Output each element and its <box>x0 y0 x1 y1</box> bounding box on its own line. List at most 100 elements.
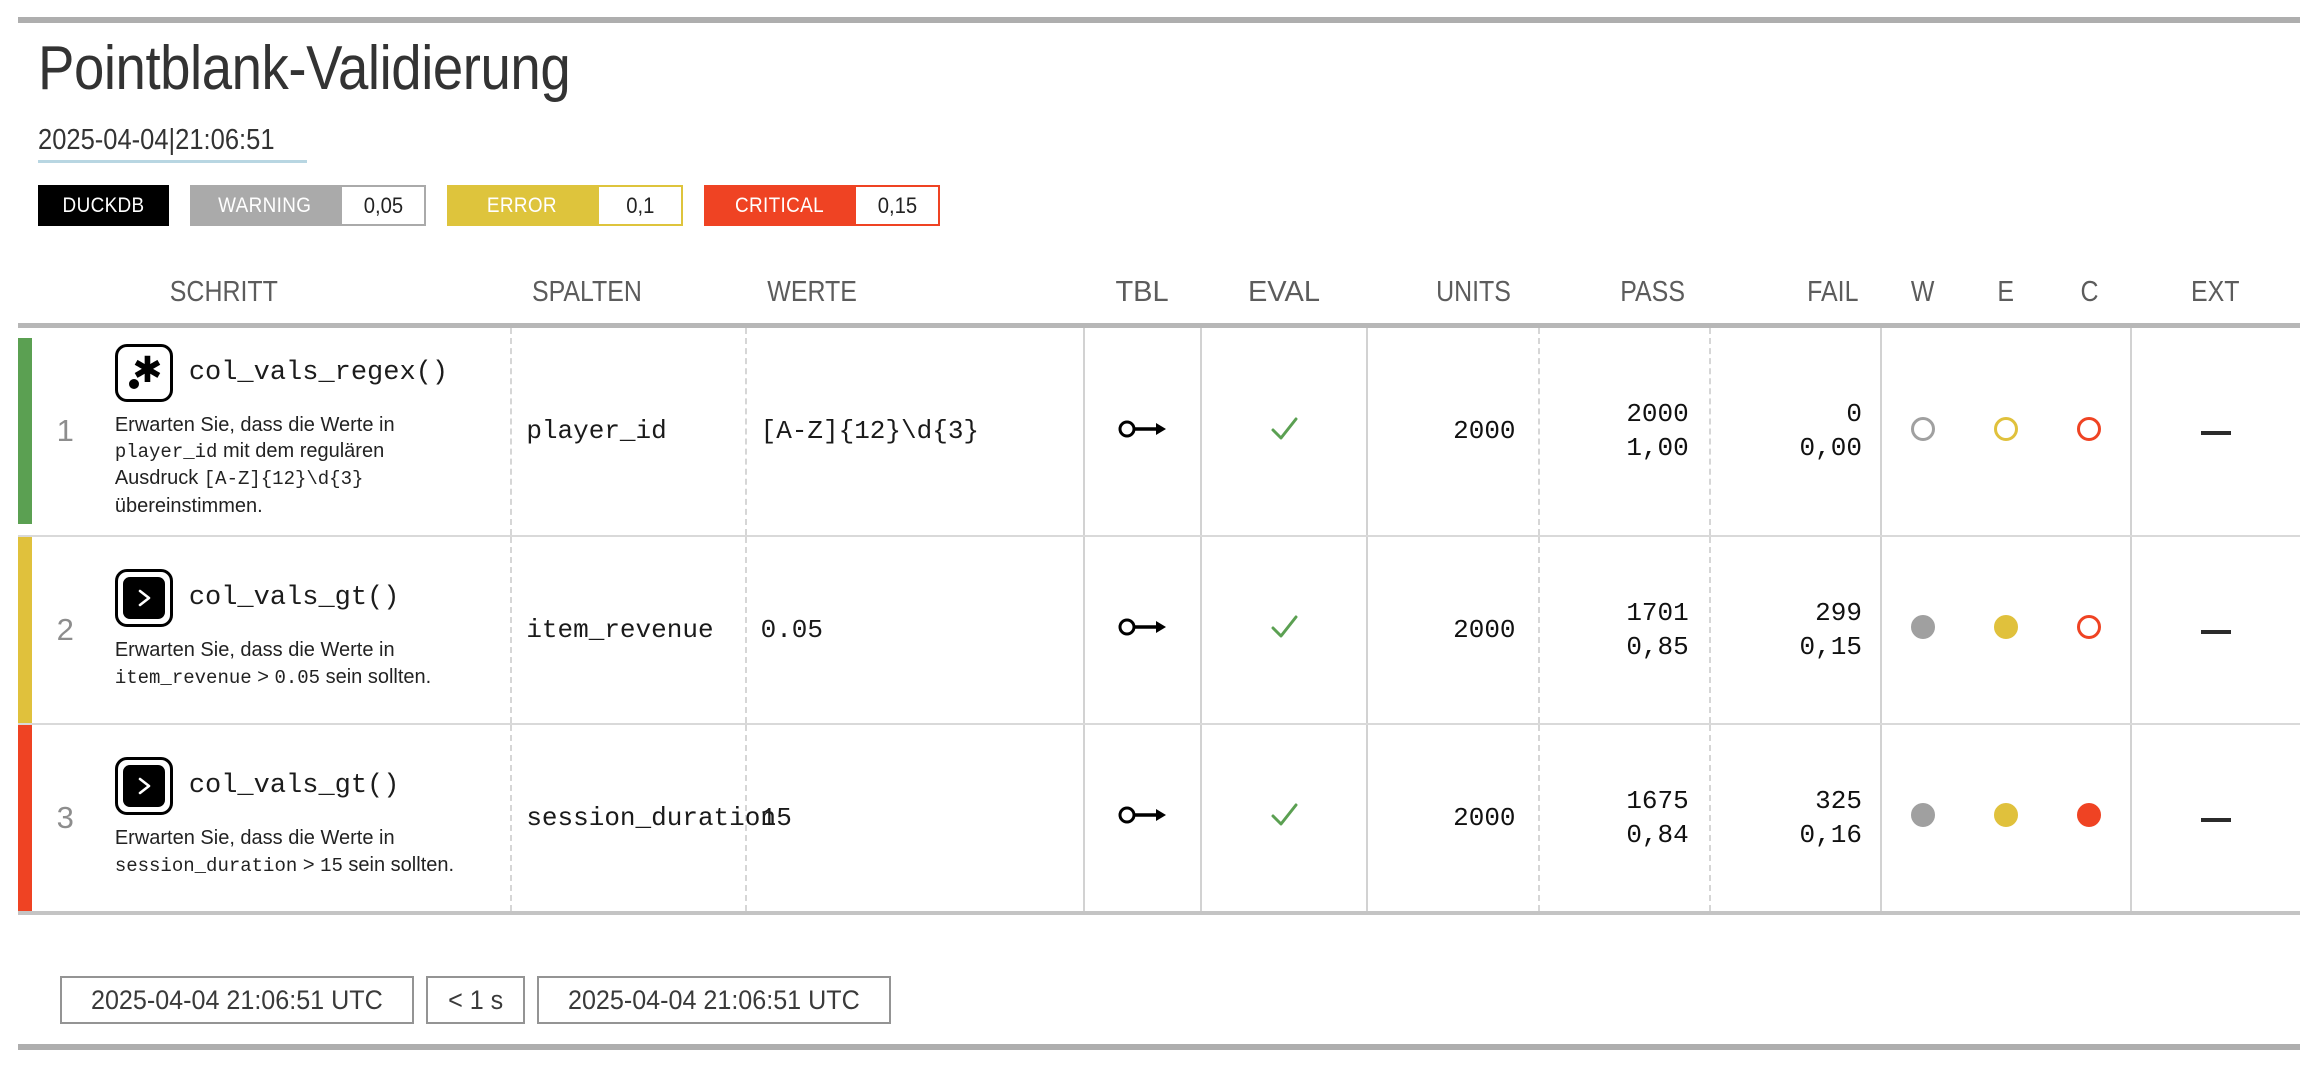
badge-critical-value: 0,15 <box>854 185 941 226</box>
row-status-bar <box>18 535 34 725</box>
row-error-status <box>1964 325 2048 537</box>
row-fail: 325 0,16 <box>1709 723 1881 915</box>
col-eval: EVAL <box>1200 276 1368 328</box>
row-status-bar <box>18 325 34 537</box>
row-error-status <box>1964 535 2048 725</box>
table-row[interactable]: 3 col_vals_gt() Erwarten Sie, dass die Wer… <box>18 723 2300 915</box>
step-description: Erwarten Sie, dass die Werte in player_i… <box>114 414 395 517</box>
table-header: SCHRITT SPALTEN WERTE TBL EVAL UNITS PAS… <box>18 276 2300 328</box>
badge-critical-label: CRITICAL <box>704 185 855 226</box>
dash-icon <box>2200 431 2231 436</box>
row-warning-status <box>1879 535 1965 725</box>
row-columns: item_revenue <box>511 535 747 725</box>
badge-warning-value: 0,05 <box>340 185 427 226</box>
row-extract <box>2130 535 2300 725</box>
row-step: col_vals_regex() Erwarten Sie, dass die W… <box>96 325 513 537</box>
bottom-divider <box>18 1044 2300 1050</box>
row-eval <box>1200 723 1369 915</box>
badge-warning-label: WARNING <box>190 185 341 226</box>
top-divider <box>18 17 2300 23</box>
col-units: UNITS <box>1367 276 1539 328</box>
table-row[interactable]: 2 col_vals_gt() Erwarten Sie, dass die Wer… <box>18 535 2300 725</box>
badge-error-label: ERROR <box>447 185 598 226</box>
error-status-dot <box>1993 416 2018 441</box>
badge-critical[interactable]: CRITICAL 0,15 <box>704 185 941 226</box>
col-w: W <box>1880 276 1965 328</box>
row-fail: 0 0,00 <box>1709 325 1881 537</box>
footer-start-time: 2025-04-04 21:06:51 UTC <box>60 976 414 1024</box>
row-eval <box>1200 325 1369 537</box>
row-index: 3 <box>33 723 97 915</box>
report-footer: 2025-04-04 21:06:51 UTC < 1 s 2025-04-04… <box>60 976 891 1024</box>
col-index <box>33 276 97 328</box>
row-units: 2000 <box>1367 325 1540 537</box>
row-fail: 299 0,15 <box>1709 535 1881 725</box>
row-extract <box>2130 325 2300 537</box>
badge-error[interactable]: ERROR 0,1 <box>447 185 684 226</box>
regex-asterisk-icon <box>114 344 173 402</box>
greater-than-icon <box>114 569 173 628</box>
table-arrow-icon <box>1117 802 1167 828</box>
warning-status-dot <box>1911 615 1936 640</box>
critical-status-dot <box>2076 803 2101 828</box>
col-e: E <box>1964 276 2048 328</box>
table-arrow-icon <box>1117 614 1167 640</box>
row-values: 0.05 <box>745 535 1085 725</box>
row-warning-status <box>1879 723 1965 915</box>
row-critical-status <box>2047 723 2132 915</box>
row-error-status <box>1964 723 2048 915</box>
report-timestamp: 2025-04-04|21:06:51 <box>38 124 275 156</box>
critical-status-dot <box>2076 416 2101 441</box>
col-step: SCHRITT <box>96 276 512 328</box>
table-row[interactable]: 1 col_vals_regex() Erwarten Sie, dass die … <box>18 325 2300 537</box>
badge-database-label: DUCKDB <box>38 185 170 226</box>
dash-icon <box>2200 817 2231 822</box>
row-tbl <box>1082 723 1202 915</box>
critical-status-dot <box>2076 615 2101 640</box>
check-icon <box>1267 615 1301 648</box>
threshold-badges: DUCKDB WARNING 0,05 ERROR 0,1 CRITICAL 0… <box>38 185 2298 226</box>
step-function-name: col_vals_regex() <box>188 358 449 388</box>
warning-status-dot <box>1911 803 1936 828</box>
row-warning-status <box>1879 325 1965 537</box>
step-description: Erwarten Sie, dass die Werte in item_rev… <box>114 639 432 689</box>
page-title: Pointblank-Validierung <box>38 34 571 103</box>
row-pass: 1701 0,85 <box>1538 535 1711 725</box>
step-header: col_vals_gt() <box>114 569 492 628</box>
row-index: 1 <box>33 325 97 537</box>
col-fail: FAIL <box>1709 276 1881 328</box>
row-step: col_vals_gt() Erwarten Sie, dass die Wert… <box>96 723 513 915</box>
badge-warning[interactable]: WARNING 0,05 <box>190 185 427 226</box>
col-values: WERTE <box>745 276 1084 328</box>
warning-status-dot <box>1911 416 1936 441</box>
row-tbl <box>1082 535 1202 725</box>
row-values: 15 <box>745 723 1085 915</box>
row-units: 2000 <box>1367 535 1540 725</box>
row-extract <box>2130 723 2300 915</box>
row-status-bar <box>18 723 34 915</box>
greater-than-icon <box>114 757 173 816</box>
row-tbl <box>1082 325 1202 537</box>
row-columns: session_duration <box>511 723 776 915</box>
report-timestamp-underline: 2025-04-04|21:06:51 <box>38 124 307 163</box>
check-icon <box>1267 417 1301 450</box>
col-tbl: TBL <box>1083 276 1201 328</box>
badge-database[interactable]: DUCKDB <box>38 185 170 226</box>
row-values: [A-Z]{12}\d{3} <box>745 325 1085 537</box>
row-critical-status <box>2047 325 2132 537</box>
table-arrow-icon <box>1117 416 1167 442</box>
dash-icon <box>2200 629 2231 634</box>
row-pass: 1675 0,84 <box>1538 723 1711 915</box>
footer-duration: < 1 s <box>425 976 526 1024</box>
col-columns: SPALTEN <box>511 276 746 328</box>
table-body: 1 col_vals_regex() Erwarten Sie, dass die … <box>18 325 2300 915</box>
validation-table: SCHRITT SPALTEN WERTE TBL EVAL UNITS PAS… <box>18 276 2300 915</box>
validation-table-container: SCHRITT SPALTEN WERTE TBL EVAL UNITS PAS… <box>18 276 2300 915</box>
col-ext: EXT <box>2130 276 2300 328</box>
row-critical-status <box>2047 535 2132 725</box>
col-pass: PASS <box>1538 276 1710 328</box>
row-units: 2000 <box>1367 723 1540 915</box>
step-description: Erwarten Sie, dass die Werte in session_… <box>114 827 455 877</box>
row-index: 2 <box>33 535 97 725</box>
step-function-name: col_vals_gt() <box>188 771 400 802</box>
